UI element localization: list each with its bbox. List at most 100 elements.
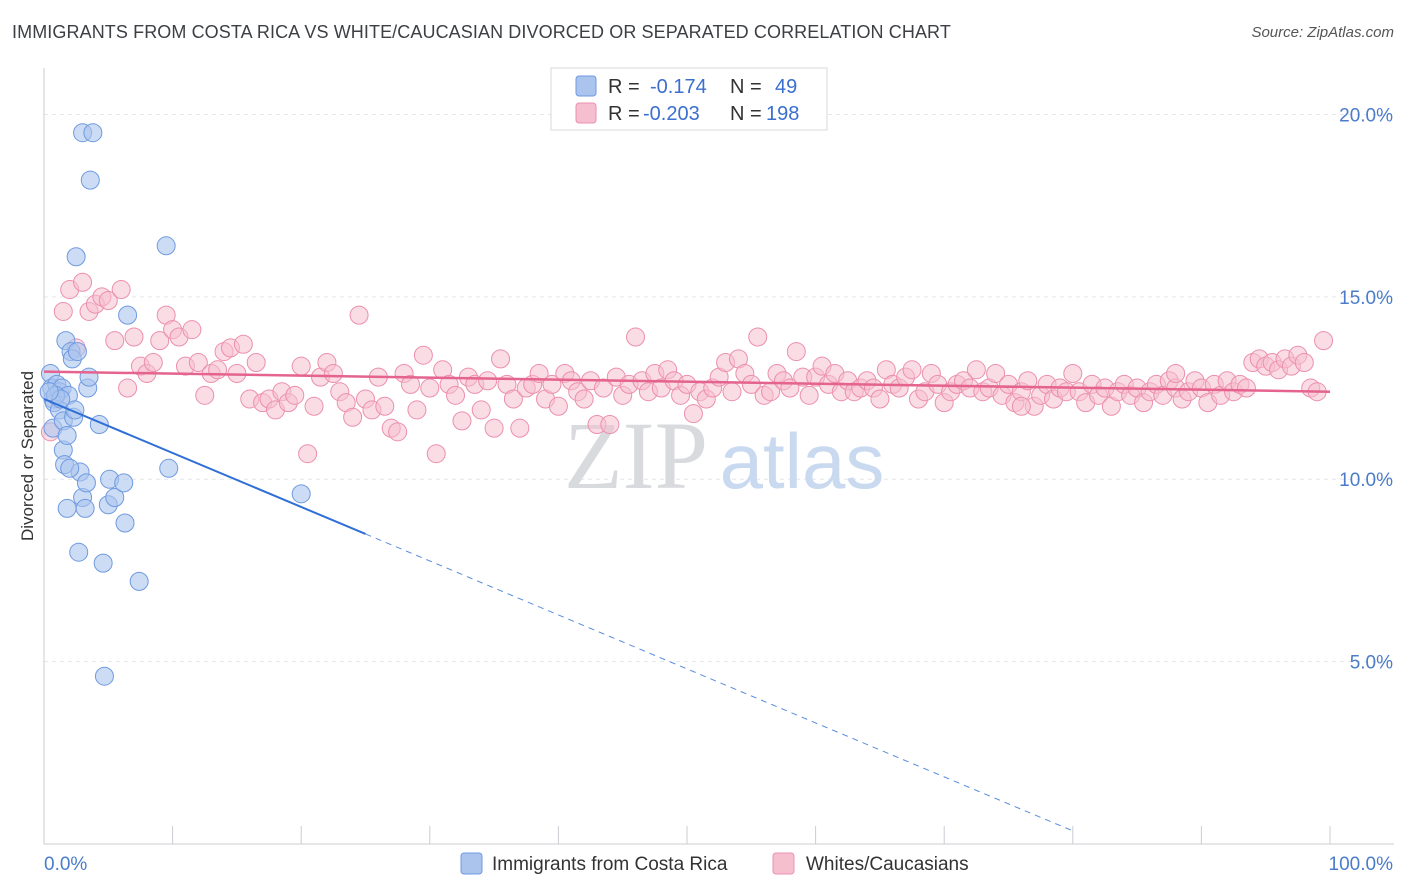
white-point-158 (1063, 363, 1083, 383)
legend-swatch-costa-rica (575, 75, 597, 97)
white-point-71 (503, 389, 523, 409)
legend-r-label-1: R = (608, 76, 640, 98)
white-point-133 (902, 360, 922, 380)
white-point-58 (420, 378, 440, 398)
costa-rica-point-40 (118, 305, 138, 325)
costa-rica-point-21 (67, 342, 87, 362)
white-point-40 (304, 396, 324, 416)
white-point-22 (188, 353, 208, 373)
costa-rica-point-47 (60, 458, 80, 478)
white-point-16 (150, 331, 170, 351)
costa-rica-point-26 (75, 498, 95, 518)
white-point-82 (574, 389, 594, 409)
watermark-atlas: atlas (720, 417, 885, 505)
chart-title: IMMIGRANTS FROM COSTA RICA VS WHITE/CAUC… (12, 22, 951, 42)
costa-rica-point-41 (129, 571, 149, 591)
legend-n-value-1: 49 (775, 76, 797, 98)
x-tick-label-1: 100.0% (1329, 854, 1394, 875)
trend-lines (43, 370, 1331, 832)
costa-rica-trend-extension (365, 533, 1073, 832)
white-point-194 (1294, 353, 1314, 373)
white-point-12 (124, 327, 144, 347)
legend-box (550, 67, 828, 131)
legend-r-value-1: -0.174 (650, 76, 707, 98)
y-tick-label-1: 10.0% (1339, 470, 1393, 491)
bottom-legend-swatch-costa-rica (460, 852, 483, 875)
white-point-37 (285, 385, 305, 405)
white-point-62 (446, 385, 466, 405)
costa-rica-point-22 (69, 542, 89, 562)
white-point-185 (1236, 378, 1256, 398)
costa-rica-point-37 (105, 487, 125, 507)
white-point-75 (529, 363, 549, 383)
legend-swatch-whites (575, 102, 597, 124)
costa-rica-point-29 (79, 367, 99, 387)
legend: R = -0.174 N = 49 R = -0.203 N = 198 (550, 67, 828, 131)
white-point-57 (413, 345, 433, 365)
y-tick-label-3: 20.0% (1339, 105, 1393, 126)
white-point-146 (986, 363, 1006, 383)
y-tick-label-0: 5.0% (1350, 653, 1393, 674)
white-point-38 (291, 356, 311, 376)
watermark-zip: ZIP (564, 402, 708, 509)
white-point-29 (233, 334, 253, 354)
white-point-9 (105, 331, 125, 351)
white-point-198 (1011, 396, 1031, 416)
bottom-legend-label-costa-rica: Immigrants from Costa Rica (492, 854, 728, 875)
white-point-115 (786, 342, 806, 362)
costa-rica-point-27 (76, 473, 96, 493)
white-point-117 (799, 385, 819, 405)
costa-rica-point-20 (66, 247, 86, 267)
costa-rica-point-34 (94, 666, 114, 686)
y-axis-label: Divorced or Separated (18, 371, 37, 541)
white-point-128 (870, 389, 890, 409)
legend-r-value-2: -0.203 (643, 103, 700, 125)
white-point-53 (388, 422, 408, 442)
watermark: ZIP atlas (564, 402, 884, 509)
white-point-11 (118, 378, 138, 398)
legend-n-value-2: 198 (766, 103, 799, 125)
costa-rica-point-38 (114, 473, 134, 493)
white-point-15 (143, 353, 163, 373)
bottom-legend-swatch-whites (772, 852, 795, 875)
white-point-90 (626, 327, 646, 347)
white-point-86 (600, 415, 620, 435)
ticks: 5.0% 10.0% 15.0% 20.0% 0.0% 100.0% (44, 105, 1393, 875)
costa-rica-point-44 (291, 484, 311, 504)
white-point-72 (510, 418, 530, 438)
white-point-151 (1018, 371, 1038, 391)
costa-rica-trend-line (43, 398, 366, 535)
white-point-66 (471, 400, 491, 420)
legend-n-label-1: N = (730, 76, 762, 98)
white-point-31 (246, 353, 266, 373)
costa-rica-point-48 (39, 382, 59, 402)
white-point-23 (195, 385, 215, 405)
white-point-108 (741, 374, 761, 394)
costa-rica-point-42 (156, 236, 176, 256)
white-point-105 (722, 382, 742, 402)
white-point-8 (98, 291, 118, 311)
costa-rica-point-39 (115, 513, 135, 533)
costa-rica-point-30 (80, 170, 100, 190)
white-point-25 (208, 360, 228, 380)
costa-rica-point-33 (93, 553, 113, 573)
white-point-199 (1166, 363, 1186, 383)
white-point-21 (182, 320, 202, 340)
bottom-legend-label-whites: Whites/Caucasians (806, 854, 969, 875)
white-point-59 (426, 444, 446, 464)
source-label: Source: ZipAtlas.com (1251, 24, 1394, 41)
white-point-69 (491, 349, 511, 369)
axes (43, 68, 1394, 845)
white-point-68 (484, 418, 504, 438)
costa-rica-point-43 (159, 458, 179, 478)
white-point-51 (375, 396, 395, 416)
white-point-47 (349, 305, 369, 325)
white-point-55 (401, 374, 421, 394)
y-tick-label-2: 15.0% (1339, 288, 1393, 309)
white-point-43 (323, 363, 343, 383)
white-point-67 (478, 371, 498, 391)
costa-rica-point-13 (57, 425, 77, 445)
white-point-4 (73, 272, 93, 292)
white-point-85 (593, 378, 613, 398)
